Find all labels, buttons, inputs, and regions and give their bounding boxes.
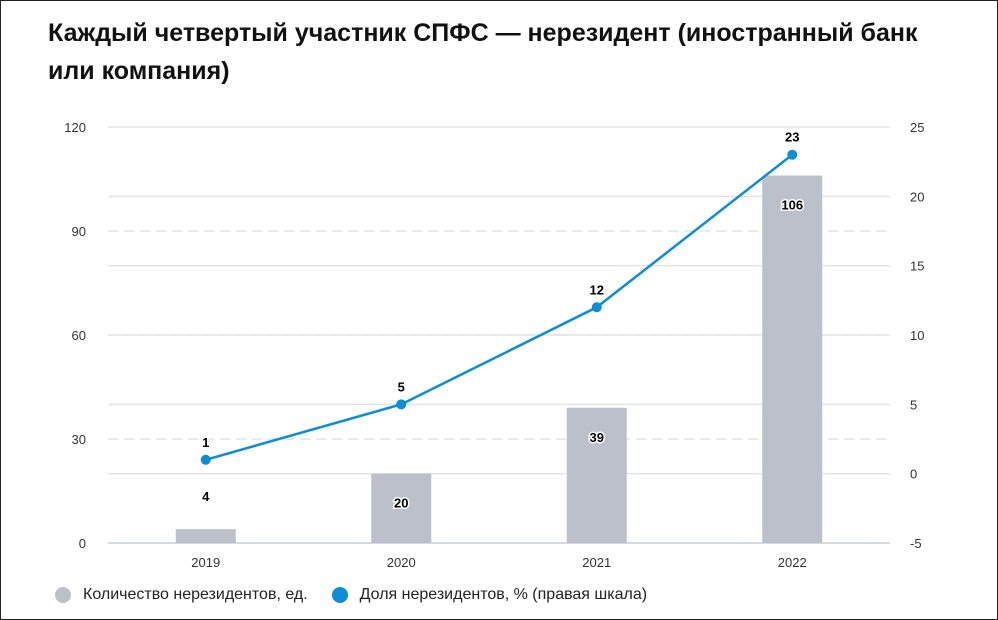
right-axis-tick: 20 xyxy=(910,189,924,204)
x-axis-tick: 2022 xyxy=(778,555,807,570)
x-axis-tick: 2019 xyxy=(191,555,220,570)
x-axis-tick: 2020 xyxy=(387,555,416,570)
chart-title: Каждый четвертый участник СПФС — нерезид… xyxy=(48,19,918,85)
bar xyxy=(566,407,627,543)
line-point xyxy=(591,302,602,313)
legend-item-bar: Количество нерезидентов, ед. xyxy=(55,586,308,604)
bar xyxy=(175,529,236,543)
line-data-label: 5 xyxy=(398,379,405,394)
right-axis-tick: -5 xyxy=(910,536,922,551)
line-data-label: 12 xyxy=(590,282,604,297)
bar xyxy=(762,175,823,544)
bar xyxy=(371,473,432,543)
x-axis-tick: 2021 xyxy=(582,555,611,570)
left-axis-tick: 0 xyxy=(79,536,86,551)
legend-item-line: Доля нерезидентов, % (правая шкала) xyxy=(331,586,648,604)
line-data-label: 23 xyxy=(785,130,799,145)
line-point xyxy=(787,149,798,160)
left-axis-tick: 30 xyxy=(72,432,86,447)
legend-swatch-bar xyxy=(55,587,71,603)
line-data-label: 1 xyxy=(202,435,209,450)
left-axis-tick: 90 xyxy=(72,224,86,239)
legend: Количество нерезидентов, ед. Доля нерези… xyxy=(55,586,671,604)
right-axis-tick: 10 xyxy=(910,328,924,343)
right-axis-tick: 5 xyxy=(910,397,917,412)
right-axis-tick: 25 xyxy=(910,120,924,135)
right-axis-tick: 0 xyxy=(910,467,917,482)
legend-swatch-line xyxy=(331,587,348,603)
line-series xyxy=(205,153,794,462)
bar-data-label: 20 xyxy=(394,496,408,511)
line-point xyxy=(396,399,407,410)
bar-data-label: 106 xyxy=(781,198,803,213)
legend-label: Доля нерезидентов, % (правая шкала) xyxy=(359,586,648,603)
right-axis-tick: 15 xyxy=(910,259,924,274)
line-point xyxy=(200,454,211,465)
bar-data-label: 39 xyxy=(590,430,604,445)
left-axis-tick: 120 xyxy=(64,120,86,135)
left-axis-tick: 60 xyxy=(72,328,86,343)
bar-data-label: 4 xyxy=(202,489,210,504)
legend-label: Количество нерезидентов, ед. xyxy=(83,586,308,603)
